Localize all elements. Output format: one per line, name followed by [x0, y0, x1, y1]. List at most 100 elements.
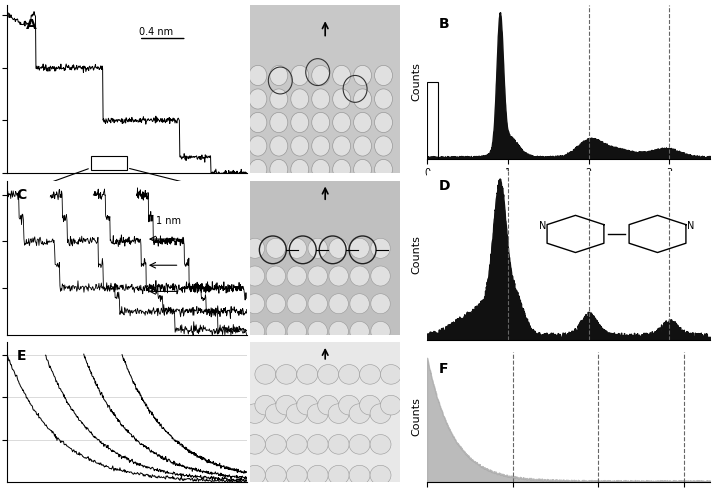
Text: E: E: [16, 349, 27, 363]
Circle shape: [287, 321, 306, 341]
Circle shape: [255, 396, 276, 415]
Circle shape: [287, 294, 306, 314]
Text: B: B: [438, 17, 449, 31]
Circle shape: [374, 112, 392, 132]
Circle shape: [297, 396, 318, 415]
Circle shape: [287, 266, 306, 286]
Circle shape: [349, 465, 370, 485]
Circle shape: [312, 112, 330, 132]
Circle shape: [329, 266, 348, 286]
Text: 0.4 nm: 0.4 nm: [139, 27, 173, 37]
Circle shape: [308, 404, 328, 424]
Circle shape: [338, 365, 360, 384]
Circle shape: [286, 465, 308, 485]
Circle shape: [329, 238, 348, 258]
Circle shape: [286, 404, 308, 424]
Circle shape: [360, 365, 381, 384]
Circle shape: [353, 89, 371, 109]
Circle shape: [249, 112, 267, 132]
Circle shape: [265, 434, 286, 454]
Circle shape: [333, 112, 351, 132]
Circle shape: [249, 159, 267, 180]
Y-axis label: Counts: Counts: [412, 236, 422, 275]
Circle shape: [308, 238, 328, 258]
Circle shape: [374, 159, 392, 180]
Circle shape: [270, 112, 288, 132]
Circle shape: [244, 404, 265, 424]
Circle shape: [350, 266, 369, 286]
Circle shape: [381, 365, 402, 384]
Circle shape: [265, 465, 286, 485]
Text: C: C: [16, 188, 27, 202]
Circle shape: [308, 465, 328, 485]
Circle shape: [312, 65, 330, 86]
Circle shape: [245, 266, 265, 286]
Circle shape: [276, 365, 297, 384]
Circle shape: [244, 465, 265, 485]
Circle shape: [353, 112, 371, 132]
Circle shape: [338, 396, 360, 415]
Text: D: D: [438, 179, 450, 193]
Circle shape: [265, 404, 286, 424]
Circle shape: [308, 266, 328, 286]
Circle shape: [244, 434, 265, 454]
Circle shape: [333, 159, 351, 180]
Circle shape: [255, 365, 276, 384]
Circle shape: [371, 238, 390, 258]
Bar: [427, 82, 438, 158]
Circle shape: [333, 136, 351, 156]
Circle shape: [328, 404, 349, 424]
Circle shape: [266, 321, 285, 341]
Text: A: A: [27, 18, 37, 32]
Circle shape: [270, 159, 288, 180]
Circle shape: [374, 65, 392, 86]
X-axis label: G (2e²/h): G (2e²/h): [543, 184, 594, 194]
Circle shape: [329, 321, 348, 341]
Circle shape: [371, 266, 390, 286]
Circle shape: [381, 396, 402, 415]
Circle shape: [249, 65, 267, 86]
Circle shape: [266, 266, 285, 286]
Circle shape: [276, 396, 297, 415]
Circle shape: [370, 465, 391, 485]
Circle shape: [312, 136, 330, 156]
Circle shape: [291, 112, 309, 132]
Circle shape: [270, 65, 288, 86]
Circle shape: [249, 136, 267, 156]
Circle shape: [353, 136, 371, 156]
Circle shape: [308, 321, 328, 341]
Circle shape: [249, 89, 267, 109]
Circle shape: [318, 365, 338, 384]
Circle shape: [266, 238, 285, 258]
Circle shape: [350, 321, 369, 341]
Circle shape: [297, 365, 318, 384]
Circle shape: [286, 434, 308, 454]
Circle shape: [308, 294, 328, 314]
Circle shape: [370, 434, 391, 454]
Bar: [91, 156, 127, 170]
Circle shape: [312, 89, 330, 109]
Circle shape: [291, 136, 309, 156]
Circle shape: [291, 159, 309, 180]
Circle shape: [287, 238, 306, 258]
Circle shape: [360, 396, 381, 415]
Circle shape: [318, 396, 338, 415]
Circle shape: [374, 136, 392, 156]
Circle shape: [333, 89, 351, 109]
Circle shape: [291, 65, 309, 86]
Circle shape: [312, 159, 330, 180]
Circle shape: [333, 65, 351, 86]
Text: F: F: [438, 362, 448, 376]
Circle shape: [291, 89, 309, 109]
Y-axis label: Counts: Counts: [412, 62, 422, 101]
Circle shape: [308, 434, 328, 454]
Circle shape: [245, 238, 265, 258]
Circle shape: [328, 434, 349, 454]
Circle shape: [349, 404, 370, 424]
Y-axis label: Counts: Counts: [412, 398, 422, 436]
Circle shape: [245, 321, 265, 341]
Circle shape: [266, 294, 285, 314]
Circle shape: [245, 294, 265, 314]
Circle shape: [371, 321, 390, 341]
Circle shape: [328, 465, 349, 485]
